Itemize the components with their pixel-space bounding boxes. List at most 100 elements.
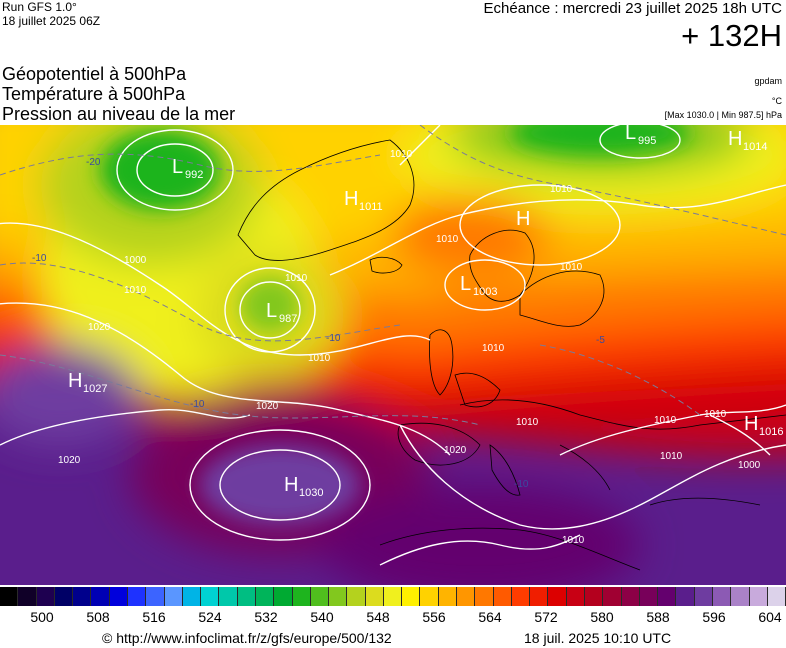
isobar-label: 1020 — [88, 322, 111, 333]
high-value: 1030 — [299, 487, 323, 499]
high-center: H 1016 — [744, 413, 783, 438]
color-scale-tick: 524 — [198, 609, 222, 625]
low-letter: L — [172, 156, 183, 178]
color-scale-tick: 556 — [422, 609, 446, 625]
pressure-range: [Max 1030.0 | Min 987.5] hPa — [664, 110, 782, 120]
isobar-label: 1020 — [256, 401, 279, 412]
color-swatch — [420, 587, 439, 606]
color-swatch — [438, 587, 458, 606]
color-swatch — [310, 587, 330, 606]
color-scale-tick: 580 — [590, 609, 614, 625]
color-swatch — [274, 587, 293, 606]
isobar-label: 1000 — [738, 460, 761, 471]
high-value: 1016 — [759, 426, 783, 438]
color-swatch — [585, 587, 604, 606]
low-value: 987 — [279, 313, 297, 325]
isobar-label: 1000 — [124, 255, 147, 266]
weather-map: L 992 L 987 L 1003 L 995 H 1011 H 1027 H… — [0, 125, 786, 585]
isobar-label: 1010 — [704, 409, 727, 420]
color-swatch — [18, 587, 37, 606]
color-swatch — [457, 587, 476, 606]
color-swatch — [201, 587, 220, 606]
color-swatch — [603, 587, 622, 606]
color-swatch — [530, 587, 549, 606]
high-letter: H — [344, 188, 358, 210]
high-center: H 1014 — [728, 128, 767, 153]
color-swatch — [712, 587, 732, 606]
color-swatch — [621, 587, 640, 606]
color-swatch — [73, 587, 92, 606]
high-value: 1014 — [743, 141, 767, 153]
coastlines — [237, 139, 786, 571]
isobar-label: 1010 — [560, 262, 583, 273]
isobar-label: 1010 — [654, 415, 677, 426]
low-value: 992 — [185, 169, 203, 181]
low-value: 1003 — [473, 286, 497, 298]
color-swatch — [91, 587, 110, 606]
high-center: H — [516, 208, 530, 230]
isobar-label: 1010 — [562, 535, 585, 546]
color-swatch — [511, 587, 531, 606]
color-scale-tick: 548 — [366, 609, 390, 625]
isobar-label: 1010 — [482, 343, 505, 354]
color-scale-tick: 564 — [478, 609, 502, 625]
high-letter: H — [744, 413, 758, 435]
isobar-label: 1020 — [58, 455, 81, 466]
color-swatch — [146, 587, 165, 606]
color-swatch — [658, 587, 677, 606]
high-letter: H — [284, 474, 298, 496]
color-scale-tick: 588 — [646, 609, 670, 625]
isobar-label: 1010 — [124, 285, 147, 296]
run-date: 18 juillet 2025 06Z — [2, 14, 101, 28]
color-scale-tick: 572 — [534, 609, 558, 625]
forecast-valid-time: Echéance : mercredi 23 juillet 2025 18h … — [483, 0, 783, 17]
color-swatch — [182, 587, 202, 606]
isobars — [0, 125, 786, 566]
isotherm-labels: -20 -10 -10 -10 -10 -5 — [32, 157, 605, 490]
high-value: 1027 — [83, 383, 107, 395]
color-scale-tick: 540 — [310, 609, 334, 625]
color-swatch — [329, 587, 348, 606]
color-scale-tick: 596 — [702, 609, 726, 625]
low-letter: L — [266, 300, 277, 322]
color-swatch — [365, 587, 384, 606]
color-swatch — [639, 587, 659, 606]
isobar-labels: 1000 1010 1020 1010 1010 1020 1020 1010 … — [58, 149, 761, 546]
isobar-label: 1010 — [516, 417, 539, 428]
color-swatch — [767, 587, 786, 606]
color-swatch — [36, 587, 55, 606]
color-swatch — [0, 587, 19, 606]
title-temperature: Température à 500hPa — [2, 84, 186, 104]
low-center: L 1003 — [460, 273, 497, 298]
isotherm-label: -20 — [86, 157, 101, 168]
isotherm-label: -10 — [32, 253, 47, 264]
low-letter: L — [625, 125, 636, 144]
low-center: L 992 — [172, 156, 203, 181]
run-label: Run GFS 1.0° — [2, 0, 77, 14]
color-swatch — [127, 587, 147, 606]
color-swatch — [548, 587, 567, 606]
isobar-label: 1010 — [660, 451, 683, 462]
high-letter: H — [516, 208, 530, 230]
isotherm-label: -10 — [514, 479, 529, 490]
color-swatch — [731, 587, 750, 606]
color-swatch — [694, 587, 713, 606]
color-swatch — [566, 587, 585, 606]
pressure-centers: L 992 L 987 L 1003 L 995 H 1011 H 1027 H… — [68, 125, 783, 499]
color-swatch — [164, 587, 183, 606]
isobar-label: 1010 — [308, 353, 331, 364]
unit-temperature: °C — [771, 96, 782, 106]
color-swatch — [475, 587, 494, 606]
color-swatch — [493, 587, 512, 606]
isobar-label: 1010 — [550, 184, 573, 195]
color-scale — [0, 587, 786, 606]
color-scale-tick: 508 — [86, 609, 110, 625]
generation-time: 18 juil. 2025 10:10 UTC — [524, 630, 672, 646]
color-swatch — [383, 587, 403, 606]
high-letter: H — [68, 370, 82, 392]
color-scale-tick: 516 — [142, 609, 166, 625]
isotherm-label: -10 — [326, 333, 341, 344]
color-scale-tick: 604 — [758, 609, 782, 625]
high-value: 1011 — [359, 201, 383, 213]
forecast-horizon: + 132H — [681, 18, 782, 53]
